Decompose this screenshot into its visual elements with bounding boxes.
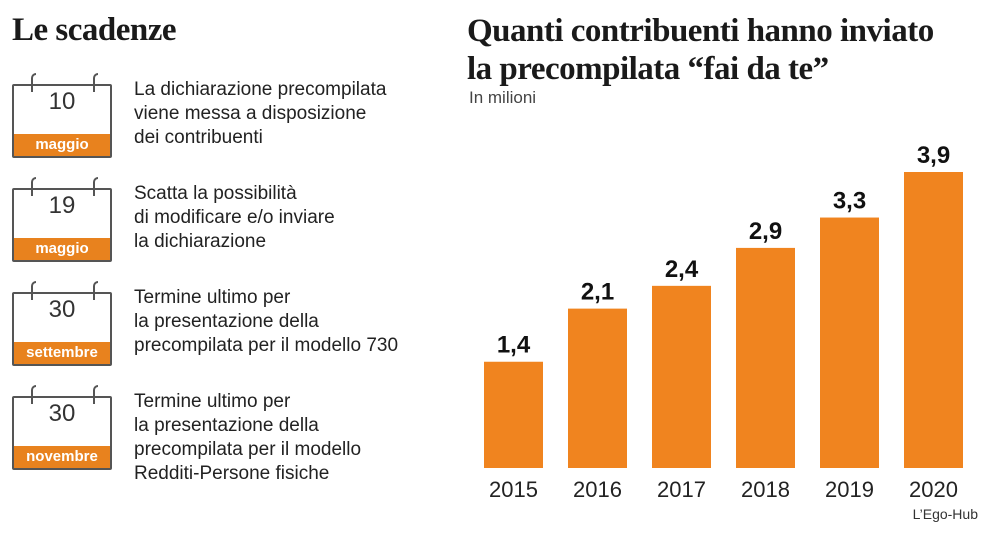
calendar-day: 30 (48, 400, 76, 427)
category-label: 2019 (825, 477, 874, 502)
category-label: 2015 (489, 477, 538, 502)
chart-title: Quanti contribuenti hanno inviato la pre… (467, 13, 934, 87)
value-label: 1,4 (497, 332, 531, 359)
bar-2016 (568, 308, 627, 468)
left-panel-title: Le scadenze (12, 12, 177, 48)
calendar-icon: 30 settembre (10, 280, 118, 372)
deadline-description: Scatta la possibilità di modificare e/o … (134, 183, 335, 252)
calendar-day: 19 (48, 192, 76, 219)
calendar-month: settembre (14, 342, 110, 364)
category-label: 2018 (741, 477, 790, 502)
bar-2015 (484, 361, 543, 468)
value-label: 2,1 (581, 279, 614, 306)
bar-2017 (652, 285, 711, 468)
calendar-icon: 19 maggio (10, 176, 118, 268)
category-label: 2017 (657, 477, 706, 502)
value-label: 2,9 (749, 218, 782, 245)
value-label: 3,3 (833, 188, 866, 215)
calendar-month: maggio (14, 238, 110, 260)
source-credit: L’Ego-Hub (912, 506, 978, 522)
deadline-item: 19 maggio Scatta la possibilità di modif… (10, 176, 480, 268)
bar-2019 (820, 217, 879, 468)
calendar-day: 30 (48, 296, 76, 323)
chart-subtitle: In milioni (469, 88, 537, 107)
bar-2018 (736, 247, 795, 468)
calendar-day: 10 (48, 88, 76, 115)
deadline-item: 30 novembre Termine ultimo per la presen… (10, 384, 480, 484)
deadline-description: Termine ultimo per la presentazione dell… (134, 287, 399, 356)
deadline-item: 10 maggio La dichiarazione precompilata … (10, 72, 480, 164)
deadline-description: Termine ultimo per la presentazione dell… (134, 391, 362, 484)
calendar-icon: 30 novembre (10, 384, 118, 476)
value-label: 2,4 (665, 256, 699, 283)
calendar-month: maggio (14, 134, 110, 156)
bar-2020 (904, 172, 963, 468)
category-label: 2020 (909, 477, 958, 502)
deadline-item: 30 settembre Termine ultimo per la prese… (10, 280, 480, 372)
calendar-month: novembre (14, 446, 110, 468)
deadline-description: La dichiarazione precompilata viene mess… (134, 79, 387, 148)
calendar-icon: 10 maggio (10, 72, 118, 164)
category-label: 2016 (573, 477, 622, 502)
value-label: 3,9 (917, 142, 950, 169)
